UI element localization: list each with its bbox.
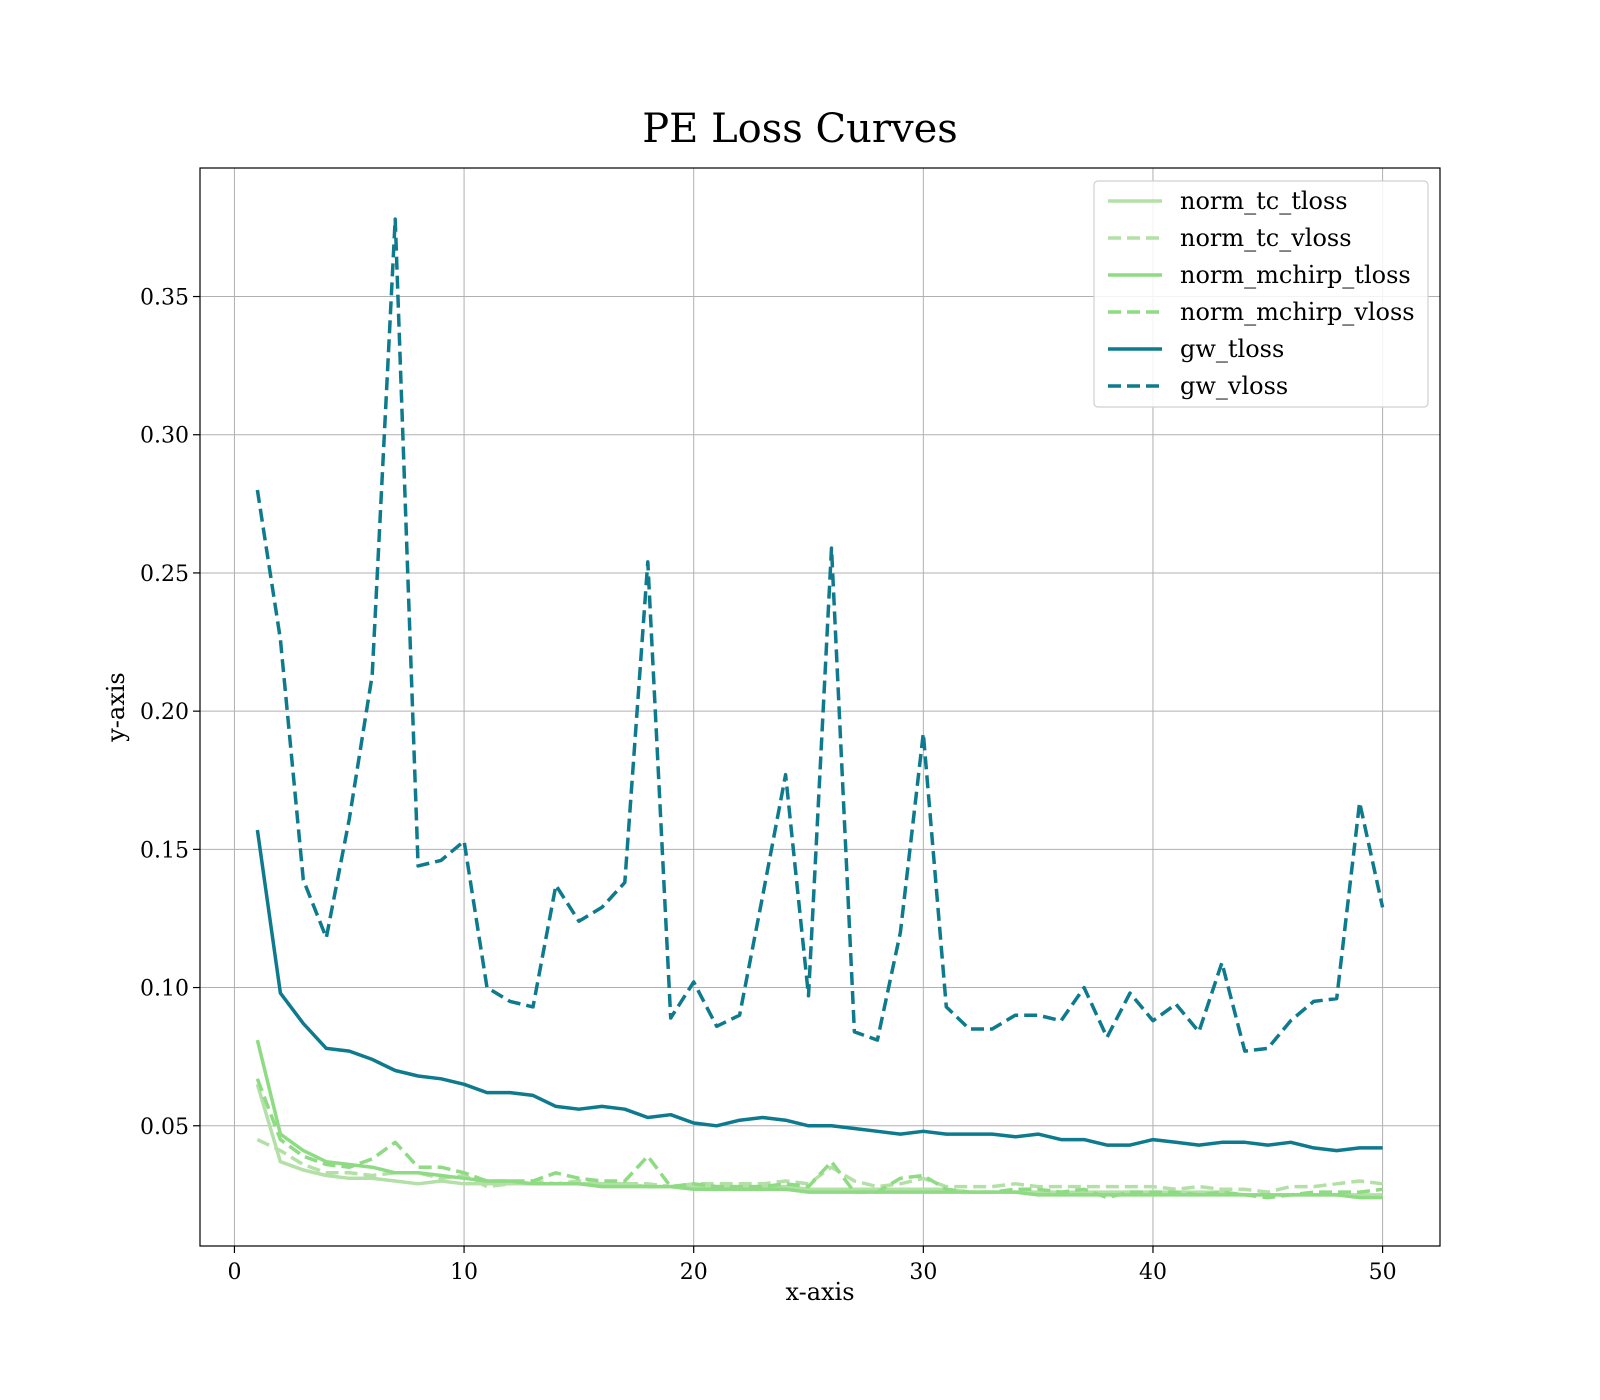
legend-items: norm_tc_tloss norm_tc_vloss norm_mchirp_tl…	[1108, 187, 1415, 400]
y-tick-label: 0.10	[140, 977, 189, 1002]
series-line-gw-vloss	[255, 217, 1385, 1053]
chart-title: PE Loss Curves	[642, 106, 958, 152]
legend-label: gw_vloss	[1180, 372, 1288, 400]
tick-layer: 0 10 20 30 40 50 0.05 0.10 0.15 0.20 0.25 0.30 0.35	[140, 286, 1397, 1285]
x-axis-label: x-axis	[785, 1278, 854, 1306]
legend-box	[1093, 180, 1429, 408]
y-axis-label: y-axis	[102, 672, 130, 743]
x-tick-label: 50	[1369, 1260, 1397, 1285]
y-tick-label: 0.15	[140, 838, 189, 863]
plot-frame	[199, 167, 1441, 1247]
legend-label: norm_mchirp_vloss	[1180, 298, 1415, 326]
legend-label: norm_mchirp_tloss	[1180, 261, 1411, 289]
y-tick-label: 0.35	[140, 286, 189, 311]
y-tick-label: 0.20	[140, 700, 189, 725]
x-tick-label: 30	[909, 1260, 937, 1285]
x-tick-label: 10	[450, 1260, 478, 1285]
legend: norm_tc_tloss norm_tc_vloss norm_mchirp_tl…	[1093, 180, 1429, 408]
x-tick-label: 0	[227, 1260, 241, 1285]
y-tick-label: 0.30	[140, 424, 189, 449]
y-tick-label: 0.25	[140, 562, 189, 587]
y-tick-label: 0.05	[140, 1115, 189, 1140]
legend-label: norm_tc_vloss	[1180, 224, 1352, 252]
series-line-norm-mchirp-vloss	[255, 1078, 1383, 1200]
legend-label: gw_tloss	[1180, 335, 1284, 363]
legend-label: norm_tc_tloss	[1180, 187, 1348, 215]
series-layer	[255, 217, 1385, 1200]
series-line-norm-tc-tloss	[255, 1083, 1383, 1197]
x-tick-label: 20	[680, 1260, 708, 1285]
series-line-norm-tc-vloss	[256, 1138, 1383, 1194]
x-tick-label: 40	[1139, 1260, 1167, 1285]
series-line-gw-tloss	[255, 829, 1383, 1153]
